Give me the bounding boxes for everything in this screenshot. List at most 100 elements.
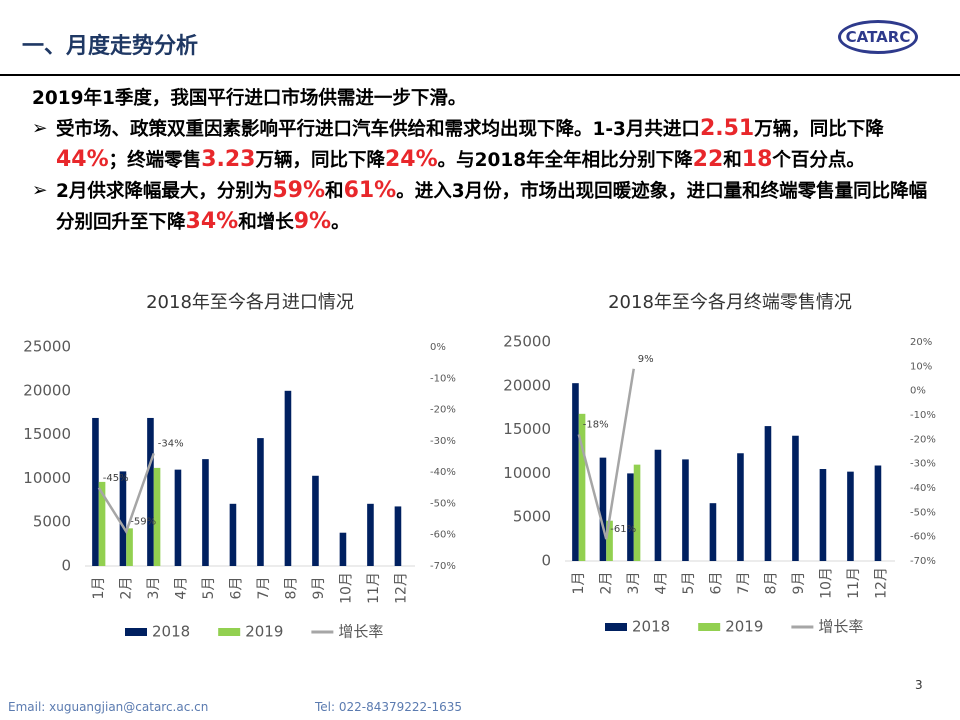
legend-swatch: [698, 623, 721, 631]
x-tick-label: 4月: [173, 577, 189, 600]
y-tick-label: 5000: [513, 508, 551, 526]
y-tick-label: 0: [541, 552, 551, 570]
y2-tick-label: -70%: [910, 556, 936, 567]
y2-tick-label: 20%: [910, 337, 932, 348]
bar: [682, 459, 689, 561]
highlight: 59%: [272, 178, 326, 203]
y2-tick-label: -70%: [430, 561, 456, 572]
y-tick-label: 10000: [503, 464, 551, 482]
footer-tel: Tel: 022-84379222-1635: [315, 700, 463, 714]
logo: CATARC: [838, 20, 918, 54]
x-tick-label: 9月: [791, 572, 807, 595]
bar: [119, 471, 127, 566]
data-label: -59%: [130, 517, 156, 528]
x-tick-label: 7月: [256, 577, 272, 600]
text: 万辆，同比下降: [754, 119, 884, 140]
summary: 2019年1季度，我国平行进口市场供需进一步下滑。 受市场、政策双重因素影响平行…: [32, 84, 937, 238]
bar: [606, 520, 613, 561]
y2-tick-label: -20%: [910, 434, 936, 445]
text: 个百分点。: [772, 150, 865, 171]
highlight: 61%: [343, 178, 397, 203]
bar: [819, 469, 827, 561]
y2-tick-label: 0%: [910, 386, 926, 397]
bar: [257, 438, 264, 566]
x-tick-label: 3月: [146, 577, 162, 600]
data-label: -18%: [583, 419, 609, 430]
data-label: -45%: [103, 473, 129, 484]
bar: [284, 390, 292, 566]
text: 和: [723, 150, 742, 171]
x-tick-label: 2月: [598, 572, 614, 595]
text: ；终端零售: [108, 150, 202, 171]
y-tick-label: 5000: [33, 513, 71, 531]
y-tick-label: 20000: [503, 376, 551, 394]
bar: [394, 506, 402, 566]
text: 。: [331, 212, 350, 233]
bar: [147, 417, 154, 566]
x-tick-label: 9月: [311, 577, 327, 600]
x-tick-label: 12月: [873, 567, 889, 599]
bar: [764, 426, 772, 561]
y-tick-label: 25000: [23, 338, 71, 356]
legend-swatch: [605, 623, 627, 631]
y2-tick-label: -50%: [910, 507, 936, 518]
bar: [792, 435, 799, 561]
y2-tick-label: 0%: [430, 342, 446, 353]
y2-tick-label: 10%: [910, 361, 932, 372]
x-tick-label: 5月: [201, 577, 217, 600]
bar: [339, 532, 347, 566]
y-tick-label: 15000: [503, 420, 551, 438]
x-tick-label: 12月: [393, 572, 409, 604]
y2-tick-label: -50%: [430, 498, 456, 509]
y-tick-label: 10000: [23, 469, 71, 487]
legend-label: 增长率: [818, 618, 863, 636]
y-tick-label: 0: [61, 557, 71, 575]
y2-tick-label: -40%: [430, 467, 456, 478]
highlight: 34%: [185, 209, 239, 234]
y2-tick-label: -10%: [430, 373, 456, 384]
legend-label: 2018: [632, 618, 670, 636]
x-tick-label: 6月: [708, 572, 724, 595]
bar: [599, 457, 607, 561]
bar: [709, 503, 717, 561]
y2-tick-label: -60%: [430, 530, 456, 541]
legend-label: 增长率: [338, 623, 383, 641]
bar: [367, 503, 374, 566]
bar: [578, 413, 586, 561]
data-label: 9%: [638, 354, 654, 365]
text: 和增长: [238, 212, 294, 233]
x-tick-label: 7月: [736, 572, 752, 595]
data-label: -61%: [610, 524, 636, 535]
highlight: 2.51: [699, 116, 755, 141]
y2-tick-label: -40%: [910, 483, 936, 494]
bar: [874, 465, 882, 561]
bar: [153, 467, 161, 566]
bar: [572, 383, 579, 561]
x-tick-label: 8月: [763, 572, 779, 595]
legend-label: 2018: [152, 623, 190, 641]
line: [577, 368, 635, 540]
legend-label: 2019: [245, 623, 283, 641]
text: 。与2018年全年相比分别下降: [437, 150, 693, 171]
highlight: 3.23: [201, 147, 256, 172]
intro: 2019年1季度，我国平行进口市场供需进一步下滑。: [32, 88, 467, 109]
legend-swatch: [218, 628, 241, 636]
y2-tick-label: -30%: [430, 436, 456, 447]
x-tick-label: 11月: [366, 572, 382, 604]
bar: [627, 473, 634, 561]
x-tick-label: 1月: [91, 577, 107, 600]
text: 2月供求降幅最大，分别为: [56, 181, 273, 202]
x-tick-label: 10月: [338, 572, 354, 604]
x-tick-label: 4月: [653, 572, 669, 595]
y2-tick-label: -10%: [910, 410, 936, 421]
bar: [92, 417, 99, 566]
highlight: 44%: [56, 147, 109, 172]
bar: [229, 503, 237, 566]
legend-label: 2019: [725, 618, 763, 636]
y2-tick-label: -20%: [430, 405, 456, 416]
y-tick-label: 20000: [23, 381, 71, 399]
legend-swatch: [125, 628, 147, 636]
line: [97, 452, 155, 535]
bar: [126, 528, 133, 566]
